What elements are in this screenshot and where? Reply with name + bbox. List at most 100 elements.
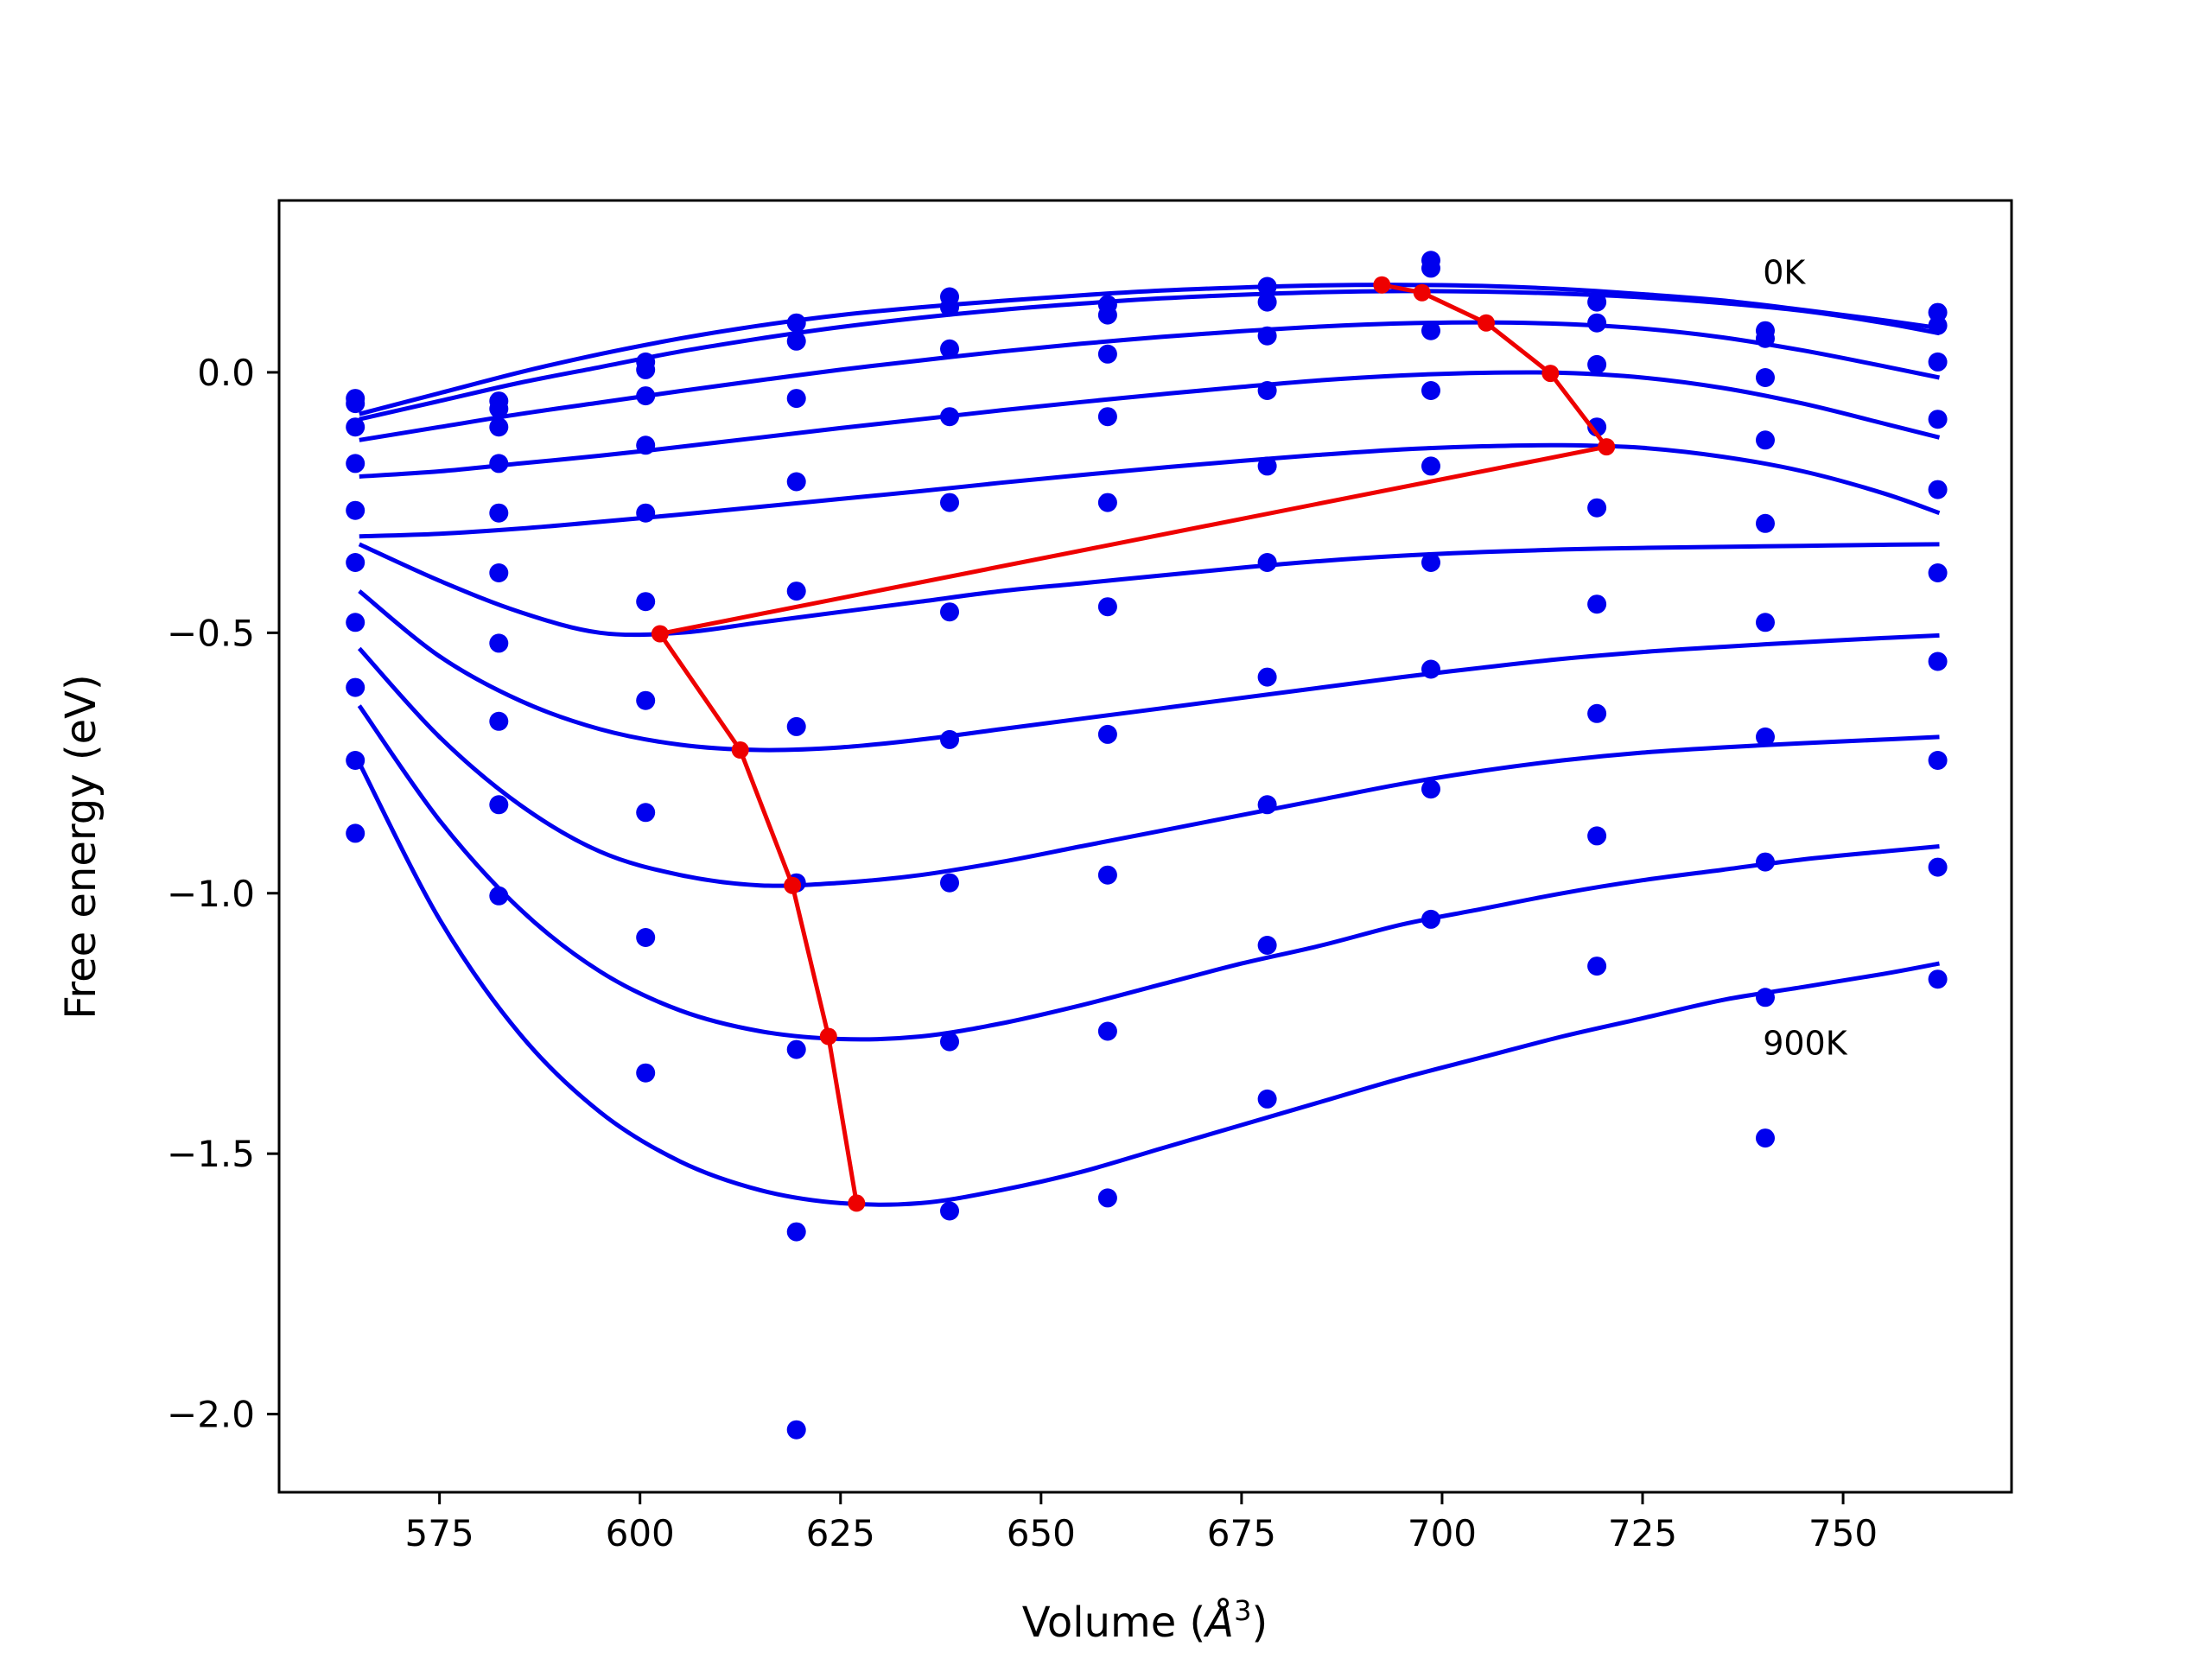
data-point-6-0 [346,613,365,632]
data-point-8-0 [346,751,365,770]
data-point-7-0 [346,677,365,697]
data-point-4-4 [940,493,959,512]
data-point-7-10 [1928,751,1948,770]
data-point-3-1 [489,454,509,474]
data-point-9-5 [1097,1188,1117,1208]
data-point-9-2 [636,1063,656,1083]
equilibrium-line [658,283,1609,1204]
equilibrium-point-5 [651,625,669,643]
x-tick-label-5: 700 [1408,1512,1477,1554]
fit-curve-9 [357,761,1940,1207]
x-tick-label-4: 675 [1207,1512,1276,1554]
data-point-2-1 [489,417,509,437]
data-point-2-10 [1928,352,1948,372]
fit-curve-7 [357,646,1940,888]
data-point-3-0 [346,454,365,474]
data-point-6-10 [1928,652,1948,671]
data-point-3-9 [1756,430,1775,450]
data-point-2-3 [786,389,806,409]
data-point-3-2 [636,435,656,455]
data-point-8-8 [1587,957,1607,976]
data-point-1-2 [636,359,656,379]
data-point-5-4 [940,602,959,622]
data-point-4-3 [786,582,806,601]
data-point-1-9 [1756,328,1775,348]
data-point-8-7 [1421,909,1440,929]
equilibrium-point-9 [848,1194,866,1212]
equilibrium-point-6 [731,741,749,759]
equilibrium-point-1 [1413,283,1431,302]
fit-curve-1 [359,289,1940,422]
data-point-5-6 [1257,553,1277,572]
data-point-4-9 [1756,513,1775,533]
data-point-4-7 [1421,456,1440,476]
data-point-1-3 [786,331,806,351]
data-point-1-7 [1421,258,1440,278]
data-point-1-8 [1587,313,1607,333]
y-tick-label-1: −0.5 [167,612,255,654]
y-axis-ticks: 0.0 −0.5 −1.0 −1.5 −2.0 [167,352,279,1436]
x-tick-label-0: 575 [405,1512,474,1554]
data-point-2-5 [1097,344,1117,364]
data-point-1-0 [346,394,365,414]
data-point-9-0 [346,823,365,843]
data-point-3-10 [1928,410,1948,429]
data-point-3-6 [1257,381,1277,400]
data-point-2-2 [636,386,656,406]
data-point-8-1 [489,795,509,815]
data-point-7-2 [636,803,656,823]
data-point-9-4 [940,1201,959,1221]
data-point-8-2 [636,928,656,947]
data-point-7-4 [940,873,959,893]
data-point-7-1 [489,711,509,731]
x-axis-ticks: 575 600 625 650 675 700 725 750 [405,1492,1878,1554]
annotation-1: 900K [1763,1025,1848,1063]
data-point-9-3 [786,1420,806,1440]
equilibrium-point-3 [1541,365,1560,383]
data-point-5-0 [346,553,365,572]
x-tick-label-6: 725 [1608,1512,1677,1554]
equilibrium-point-8 [819,1027,837,1046]
y-tick-label-4: −2.0 [167,1394,255,1436]
data-point-5-10 [1928,563,1948,582]
data-point-3-3 [786,472,806,492]
equilibrium-point-2 [1478,314,1495,332]
data-point-7-3 [786,1039,806,1059]
data-point-5-3 [786,716,806,736]
plot-frame [277,199,2013,1494]
equilibrium-volume-line [651,276,1616,1212]
data-point-7-8 [1587,826,1607,846]
data-point-3-8 [1587,417,1607,437]
data-point-2-8 [1587,354,1607,374]
data-point-2-4 [940,339,959,359]
data-point-2-7 [1421,321,1440,340]
data-point-7-5 [1097,865,1117,885]
data-point-7-9 [1756,852,1775,872]
data-point-1-1 [489,399,509,419]
data-point-9-1 [489,886,509,906]
x-tick-label-7: 750 [1808,1512,1878,1554]
fit-curve-3 [359,370,1941,479]
data-point-9-9 [1756,1128,1775,1148]
data-point-1-5 [1097,305,1117,325]
data-point-8-3 [786,1222,806,1242]
data-point-6-8 [1587,703,1607,723]
data-point-4-8 [1587,498,1607,518]
data-point-4-6 [1257,456,1277,476]
data-point-4-10 [1928,480,1948,499]
data-point-0-8 [1587,292,1607,312]
data-point-3-4 [940,407,959,427]
data-point-5-5 [1097,597,1117,617]
data-point-4-2 [636,503,656,523]
data-point-4-1 [489,503,509,523]
x-tick-label-3: 650 [1007,1512,1076,1554]
data-point-5-8 [1587,594,1607,614]
data-point-0-10 [1928,302,1948,322]
annotation-0: 0K [1763,254,1806,292]
data-point-0-3 [786,313,806,333]
data-point-6-5 [1097,724,1117,744]
fit-curve-0 [359,283,1940,416]
data-point-2-9 [1756,368,1775,387]
equilibrium-point-7 [784,876,802,894]
